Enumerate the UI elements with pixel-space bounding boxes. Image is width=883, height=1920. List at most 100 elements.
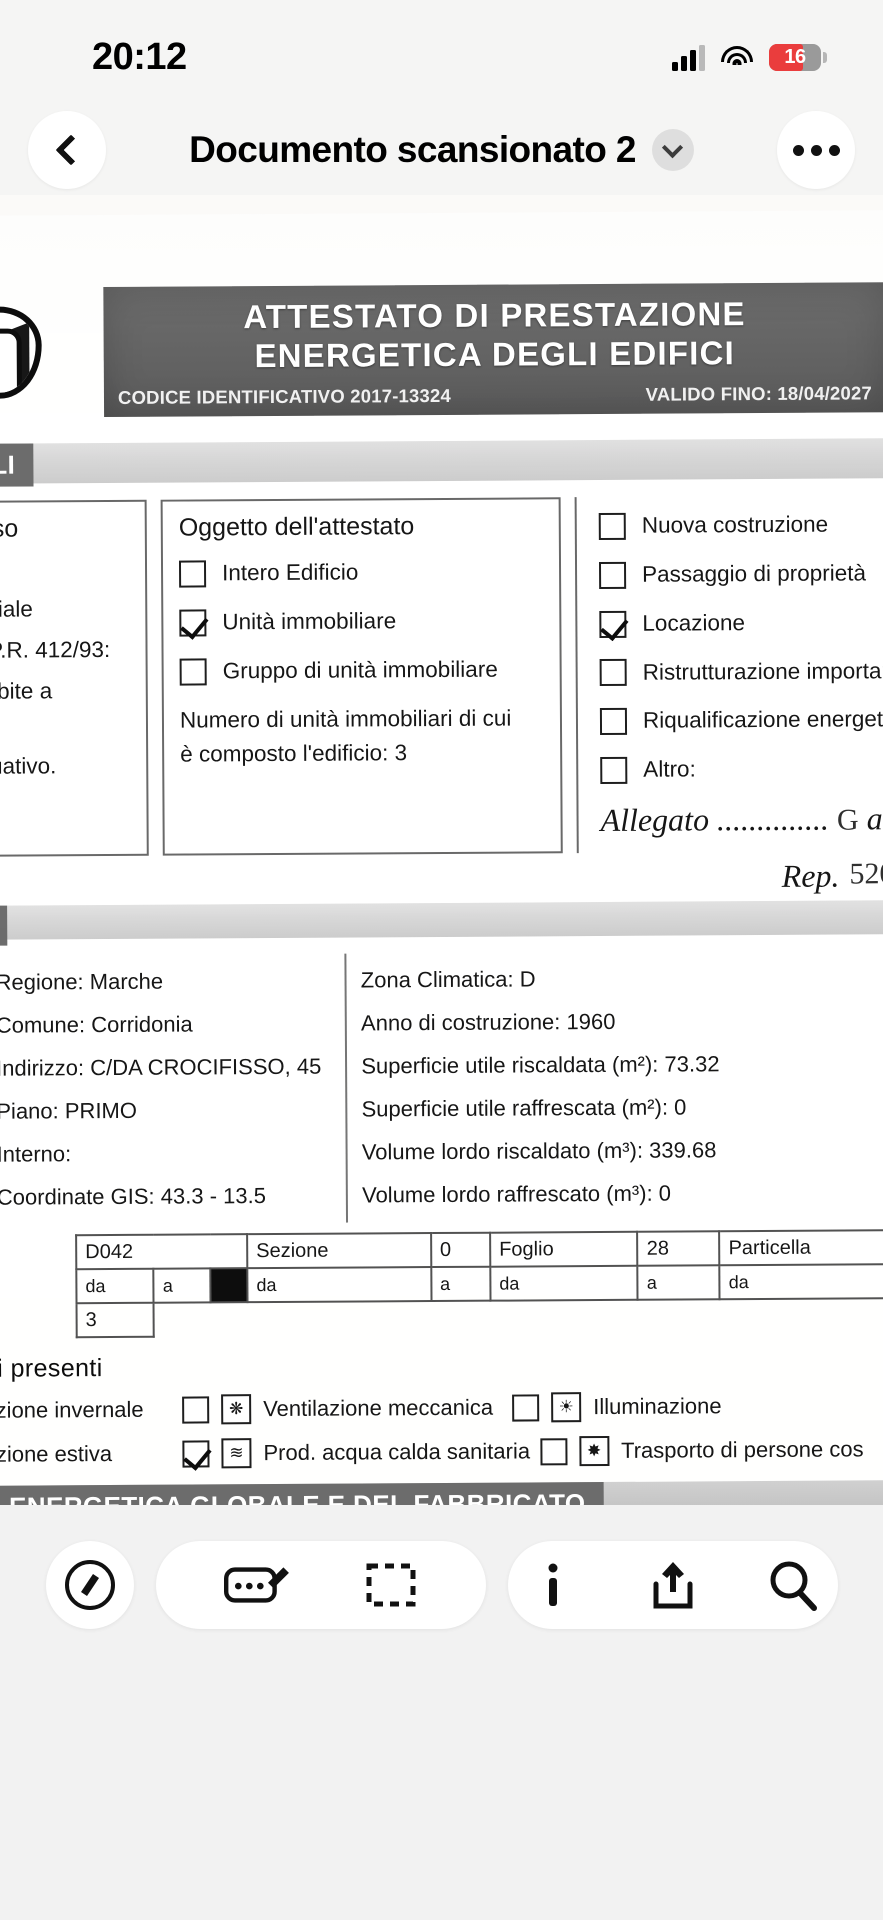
cat-particella-label: Particella [719,1230,883,1266]
checkbox-passaggio-proprieta[interactable] [598,561,627,589]
services-row-2: ▤ Climatizzazione estiva ≋ Prod. acqua c… [0,1428,883,1471]
back-button[interactable] [28,111,106,189]
navigation-bar: Documento scansionato 2 [0,105,883,195]
motivo-label-4: Riqualificazione energetic [642,706,883,734]
motivo-row[interactable]: Riqualificazione energetic [599,702,883,739]
cat-foglio-value: 28 [637,1231,720,1267]
checkbox-acqua-calda[interactable] [182,1440,210,1468]
water-heater-icon: ≋ [221,1438,252,1469]
markup-pen-circle-icon [64,1560,115,1610]
cat-foglio-label: Foglio [490,1232,638,1268]
oggetto-label-0: Intero Edificio [221,559,359,586]
oggetto-label-1: Unità immobiliare [222,608,397,635]
doc-validity: VALIDO FINO: 18/04/2027 [645,382,873,405]
cat-a-3: a [637,1265,720,1301]
annotate-group[interactable] [155,1541,486,1629]
checkbox-ristrutturazione[interactable] [599,659,627,687]
motivo-row[interactable]: Nuova costruzione [598,506,883,543]
oggetto-count-line-2: è composto l'edificio: 3 [180,740,408,767]
oggetto-option-row[interactable]: Unità immobiliare [179,603,543,640]
destinazione-option-1: Non residenziale [0,596,33,622]
rep-value: 52062 [849,857,883,891]
service-trasporto-persone[interactable]: ✸ Trasporto di persone cos [539,1435,864,1467]
cat-row3-value: 3 [76,1303,155,1338]
share-icon [653,1562,692,1609]
actions-group[interactable] [507,1541,838,1629]
checkbox-trasporto[interactable] [539,1438,568,1466]
cat-code-value: D042 [76,1234,248,1270]
checkbox-unita-immobiliare[interactable] [179,609,207,637]
allegato-tail: al [866,800,883,837]
service-ventilazione-meccanica[interactable]: ❋ Ventilazione meccanica [182,1393,502,1425]
title-dropdown-button[interactable] [651,129,694,171]
cellular-bars-icon [672,44,705,71]
motivo-box: Nuova costruzione Passaggio di proprietà… [574,494,883,854]
more-options-button[interactable] [777,111,855,189]
motivo-row[interactable]: Passaggio di proprietà [598,555,883,592]
checkbox-nuova-costruzione[interactable] [598,512,626,540]
destinazione-title: nazione d'uso [0,514,19,543]
cat-spacer [210,1268,248,1303]
allegato-label: Allegato .............. [600,800,830,839]
rep-handwriting-row: Rep. 52062 Racc. 2 [0,850,883,900]
identification-left-column: Regione: Marche Comune: Corridonia Indir… [0,953,337,1226]
service-acqua-calda[interactable]: ≋ Prod. acqua calda sanitaria [182,1437,530,1469]
ellipsis-icon [792,144,840,156]
oggetto-label-2: Gruppo di unità immobiliare [222,656,498,683]
markup-button[interactable] [45,1541,134,1629]
doc-title-line-2: ENERGETICA DEGLI EDIFICI [254,334,736,375]
wifi-icon [721,45,753,70]
chevron-left-icon [55,134,87,166]
page-title: Documento scansionato 2 [189,129,636,170]
service-label-3: Prod. acqua calda sanitaria [263,1438,531,1466]
cat-da-2: da [247,1267,432,1303]
ident-tech-2: Superficie utile riscaldata (m²): 73.32 [361,1051,720,1079]
motivo-row[interactable]: Altro: [600,751,883,788]
service-climatizzazione-estiva[interactable]: ▤ Climatizzazione estiva [0,1439,173,1471]
magnifier-icon [770,1561,817,1611]
checkbox-intero-edificio[interactable] [178,560,207,588]
checkbox-riqualificazione[interactable] [599,708,628,736]
cat-da-1: da [76,1269,154,1304]
checkbox-locazione[interactable] [599,610,627,638]
section-services-band: rizi energetici presenti [0,1342,883,1391]
dpr-note-2: attere continuativo. [0,753,57,780]
motivo-row[interactable]: Ristrutturazione importan [599,653,883,690]
lamp-icon: ☀ [551,1392,582,1423]
oggetto-title: Oggetto dell'attestato [178,512,415,542]
service-label-2: Ventilazione meccanica [263,1395,494,1422]
doc-title-line-1: ATTESTATO DI PRESTAZIONE [243,295,746,336]
oggetto-option-row[interactable]: Gruppo di unità immobiliare [179,652,544,689]
checkbox-gruppo-unita[interactable] [179,657,207,686]
identification-right-column: Zona Climatica: D Anno di costruzione: 1… [344,951,735,1224]
title-area[interactable]: Documento scansionato 2 [106,129,777,171]
service-label-5: Trasporto di persone cos [620,1436,864,1464]
certificate-header: GIONE RCHE ATTESTATO DI PRESTAZIONE ENER… [0,209,883,418]
section-general-label: I GENERALI [0,443,34,488]
document-canvas[interactable]: GIONE RCHE ATTESTATO DI PRESTAZIONE ENER… [0,195,883,1505]
checkbox-altro[interactable] [600,757,628,785]
motivo-label-5: Altro: [643,756,696,782]
status-bar-time: 20:12 [92,36,187,78]
fan-icon: ❋ [221,1394,252,1425]
status-bar: 20:12 16 [0,0,883,115]
section-identification-band: entificativi [0,899,883,947]
checkbox-ventilazione[interactable] [182,1396,210,1424]
service-illuminazione[interactable]: ☀ Illuminazione [512,1391,832,1423]
crop-selection-icon [366,1563,415,1607]
cat-row3-label: baltemi [0,1304,77,1339]
motivo-row[interactable]: Locazione [599,604,883,641]
oggetto-option-row[interactable]: Intero Edificio [178,554,543,591]
section-general-band: I GENERALI [0,437,883,488]
cat-sezione-label: Sezione [247,1233,432,1269]
ident-tech-5: Volume lordo raffrescato (m³): 0 [361,1180,672,1208]
checkbox-illuminazione[interactable] [512,1394,540,1422]
ident-field-3: Piano: PRIMO [0,1097,138,1124]
cat-row1-label: e catastale [0,1236,76,1271]
service-climatizzazione-invernale[interactable]: ▤ Climatizzazione invernale [0,1395,172,1427]
battery-icon: 16 [769,44,827,71]
motivo-label-0: Nuova costruzione [641,511,829,538]
ident-tech-0: Zona Climatica: D [360,966,536,993]
service-label-0: Climatizzazione invernale [0,1397,144,1424]
dpr-label: ificazione D.P.R. 412/93: [0,636,111,663]
